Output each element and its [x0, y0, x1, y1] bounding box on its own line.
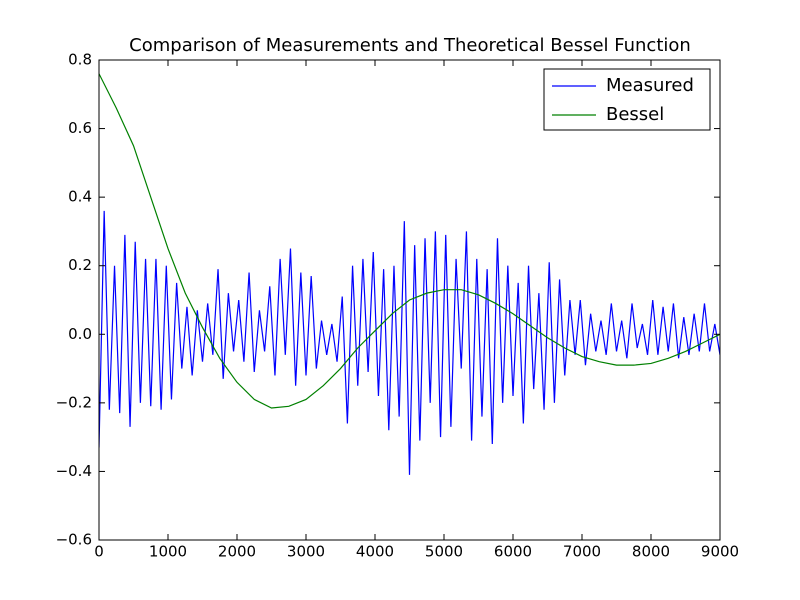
- series-line: [99, 73, 720, 409]
- y-tick-label: −0.6: [56, 531, 92, 549]
- x-tick-label: 8000: [632, 543, 670, 561]
- y-tick-label: −0.4: [56, 462, 92, 480]
- legend-label: Bessel: [606, 104, 664, 125]
- x-tick-label: 4000: [356, 543, 394, 561]
- x-tick-label: 9000: [701, 543, 739, 561]
- chart-title: Comparison of Measurements and Theoretic…: [129, 35, 691, 56]
- series-line: [99, 210, 720, 475]
- y-tick-label: 0.2: [68, 256, 92, 274]
- x-tick-label: 2000: [218, 543, 256, 561]
- y-tick-label: 0.4: [68, 188, 92, 206]
- x-tick-label: 7000: [563, 543, 601, 561]
- y-tick-label: 0.0: [68, 325, 92, 343]
- x-tick-label: 3000: [287, 543, 325, 561]
- plot-frame: [98, 59, 721, 541]
- y-tick-label: −0.2: [56, 393, 92, 411]
- x-tick-label: 6000: [494, 543, 532, 561]
- y-tick-label: 0.8: [68, 51, 92, 69]
- y-tick-label: 0.6: [68, 119, 92, 137]
- legend-label: Measured: [606, 75, 694, 96]
- x-tick-label: 1000: [149, 543, 187, 561]
- x-tick-label: 0: [94, 543, 104, 561]
- legend-box: [543, 68, 711, 131]
- x-tick-label: 5000: [425, 543, 463, 561]
